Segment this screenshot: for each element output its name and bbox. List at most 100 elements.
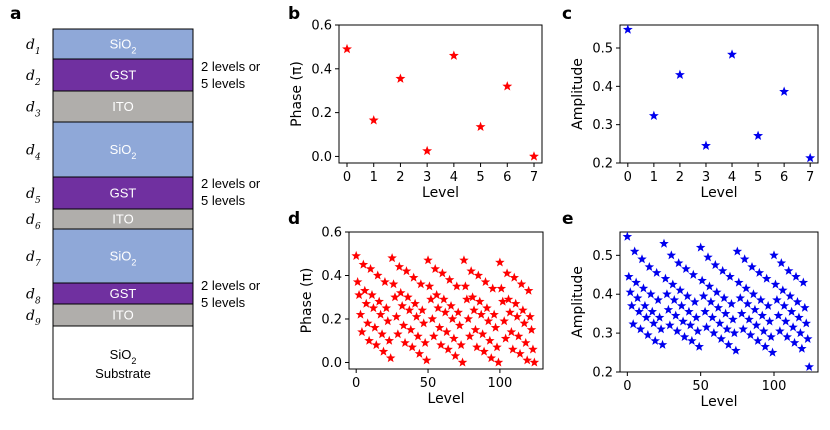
chart-e-point xyxy=(648,318,659,328)
chart-b-ytick-label: 0.0 xyxy=(311,150,332,165)
chart-e-point xyxy=(706,297,716,307)
thickness-label-d8: d8 xyxy=(26,287,41,307)
chart-e-point xyxy=(690,297,700,307)
chart-b-point xyxy=(395,73,406,83)
chart-c-ytick-label: 0.5 xyxy=(592,42,613,57)
chart-e-point xyxy=(748,289,759,299)
chart-d-point xyxy=(469,305,479,315)
chart-e-point xyxy=(646,289,656,299)
chart-d-point xyxy=(456,340,466,350)
chart-d-point xyxy=(513,331,524,341)
chart-d-point xyxy=(516,279,527,289)
chart-e-point xyxy=(794,312,804,322)
chart-d-point xyxy=(397,300,407,310)
chart-d-point xyxy=(388,279,399,289)
chart-c-ytick-label: 0.3 xyxy=(592,118,613,133)
chart-e-point xyxy=(654,312,665,322)
chart-e-point xyxy=(726,298,737,308)
chart-d-point xyxy=(410,298,420,308)
layer-label-9: ITO xyxy=(112,308,133,323)
chart-e-point xyxy=(763,300,773,310)
chart-d-point xyxy=(440,307,451,317)
chart-d-ytick-label: 0.4 xyxy=(321,269,342,284)
chart-e-point xyxy=(672,326,682,336)
chart-e-point xyxy=(635,324,646,334)
chart-e-point xyxy=(710,260,721,270)
chart-d-point xyxy=(414,348,425,358)
chart-d-xtick-label: 100 xyxy=(487,376,512,391)
chart-e-point xyxy=(758,326,769,336)
chart-c-xtick-label: 3 xyxy=(702,170,710,185)
chart-e-point xyxy=(659,238,669,248)
chart-e-point xyxy=(651,267,662,277)
chart-b-xlabel: Level xyxy=(422,185,459,201)
chart-c-xtick-label: 5 xyxy=(754,170,762,185)
chart-d-point xyxy=(467,292,478,302)
chart-d-point xyxy=(421,355,432,365)
chart-c-point xyxy=(701,140,711,150)
chart-e-point xyxy=(695,242,706,252)
chart-b-xtick-label: 5 xyxy=(476,170,484,185)
chart-e-point xyxy=(797,343,807,353)
chart-c-point xyxy=(727,49,737,59)
chart-b-xtick-label: 7 xyxy=(530,170,538,185)
chart-d-point xyxy=(482,303,492,313)
chart-d-point xyxy=(403,292,413,302)
chart-e-point xyxy=(791,271,801,281)
chart-e-ytick-label: 0.3 xyxy=(592,327,613,342)
chart-e-point xyxy=(657,339,668,349)
chart-e-point xyxy=(684,306,694,316)
chart-d-point xyxy=(393,329,403,339)
chart-b-point xyxy=(368,115,379,125)
chart-b-point xyxy=(342,43,352,54)
gst-note-1-line1: 2 levels or xyxy=(201,59,261,74)
chart-d-point xyxy=(485,335,495,345)
chart-e-point xyxy=(731,345,741,355)
chart-d-point xyxy=(457,357,468,367)
chart-d-point xyxy=(473,270,484,280)
layer-5 xyxy=(52,176,194,210)
chart-e-xtick-label: 50 xyxy=(692,379,709,394)
chart-d-point xyxy=(429,331,439,341)
chart-e-point xyxy=(669,295,680,305)
layer-2 xyxy=(52,58,194,92)
chart-d-point xyxy=(427,313,438,324)
chart-b-ytick-label: 0.2 xyxy=(311,106,332,121)
chart-e-point xyxy=(670,310,681,320)
chart-d-point xyxy=(521,337,531,347)
chart-d-point xyxy=(498,296,508,306)
chart-e-point xyxy=(769,250,779,260)
chart-b-point xyxy=(448,50,459,60)
chart-d-point xyxy=(506,327,517,337)
chart-e-point xyxy=(783,265,794,275)
chart-e-point xyxy=(800,302,810,312)
thickness-label-d6: d6 xyxy=(26,212,41,232)
chart-d-point xyxy=(430,263,440,274)
chart-e-point xyxy=(644,262,655,272)
chart-b-ytick-label: 0.6 xyxy=(311,19,332,34)
chart-d-point xyxy=(370,322,380,332)
chart-e-point xyxy=(638,283,649,293)
gst-note-2-line2: 5 levels xyxy=(201,193,246,208)
chart-e-point xyxy=(675,285,685,295)
chart-e-ytick-label: 0.5 xyxy=(592,249,613,264)
chart-e-point xyxy=(729,328,740,338)
chart-d-point xyxy=(493,357,504,367)
chart-e-point xyxy=(795,328,806,338)
chart-e-point xyxy=(789,337,800,347)
chart-d-point xyxy=(526,324,537,334)
chart-e-point xyxy=(773,310,784,320)
chart-d-point xyxy=(385,353,396,363)
chart-d-point xyxy=(464,331,475,341)
chart-e-point xyxy=(700,306,710,316)
chart-d-xtick-label: 0 xyxy=(352,376,360,391)
chart-e-point xyxy=(637,254,647,264)
layer-label-5: GST xyxy=(110,186,137,201)
charts: 0 1 2 3 4 5 6 7 0.0 0.2 0.4 0.6 Level Phase (π) 0 1 2 3 4 5… xyxy=(289,19,819,410)
chart-e-point xyxy=(786,306,797,316)
substrate-label-line1: SiO2 xyxy=(110,347,137,366)
chart-e-point xyxy=(770,279,781,289)
chart-e-point xyxy=(640,300,650,310)
layer-label-7: SiO2 xyxy=(110,249,137,268)
chart-e-point xyxy=(709,328,719,338)
